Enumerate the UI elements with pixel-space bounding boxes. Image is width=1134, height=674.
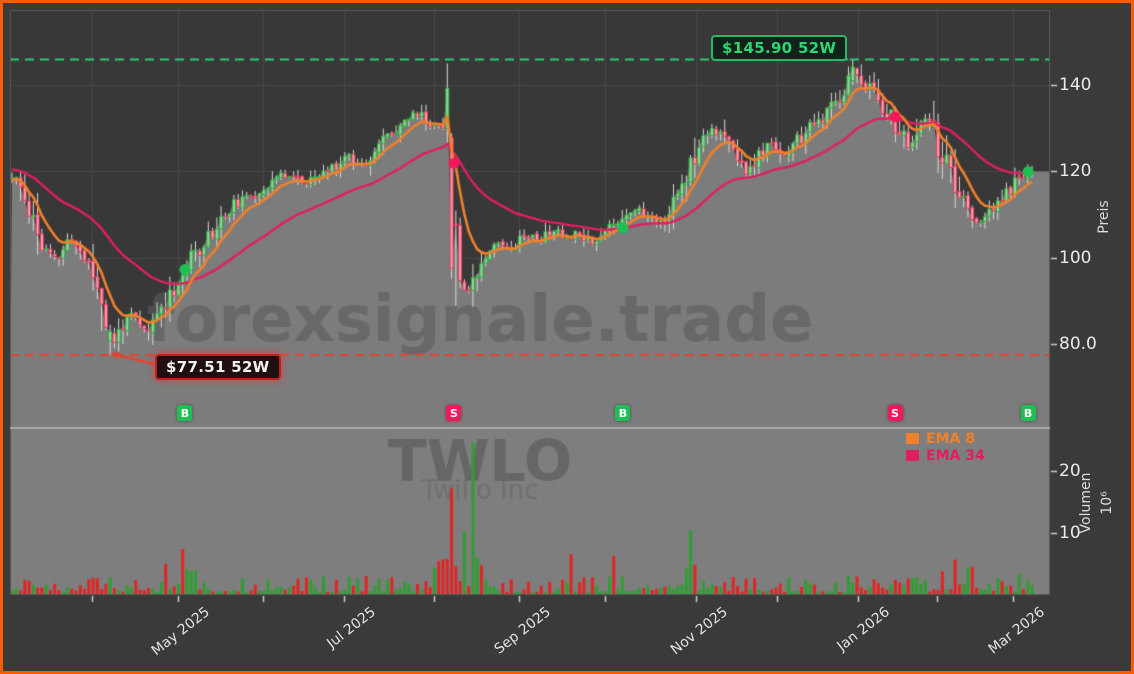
- price-axis-title: Preis: [1096, 200, 1112, 234]
- x-axis-month-label: Jul 2025: [323, 604, 379, 652]
- legend-row-ema8[interactable]: EMA 8: [906, 430, 985, 447]
- sell-signal-badge[interactable]: S: [887, 405, 903, 421]
- legend-row-ema34[interactable]: EMA 34: [906, 447, 985, 464]
- price-tick-label: 80.0: [1059, 334, 1097, 355]
- buy-signal-badge[interactable]: B: [177, 405, 193, 421]
- ema8-swatch-icon: [906, 433, 919, 444]
- volume-tick-label: 20: [1059, 461, 1081, 481]
- buy-signal-badge[interactable]: B: [615, 405, 631, 421]
- ema34-legend-label: EMA 34: [926, 447, 985, 464]
- low-52w-label: $77.51 52W: [155, 354, 281, 380]
- x-axis-month-label: Jan 2026: [834, 604, 893, 655]
- ema-legend: EMA 8 EMA 34: [906, 430, 985, 464]
- high-52w-label: $145.90 52W: [711, 35, 848, 61]
- x-axis-month-label: Nov 2025: [667, 604, 731, 659]
- ema8-legend-label: EMA 8: [926, 430, 975, 447]
- price-tick-label: 120: [1059, 161, 1092, 182]
- buy-signal-badge[interactable]: B: [1020, 405, 1036, 421]
- x-axis-month-label: Sep 2025: [491, 604, 554, 658]
- price-tick-label: 100: [1059, 247, 1092, 268]
- ema34-swatch-icon: [906, 450, 919, 461]
- volume-tick-label: 10: [1059, 523, 1081, 543]
- x-axis-month-label: Mar 2026: [985, 604, 1048, 658]
- x-axis-month-label: May 2025: [148, 604, 213, 660]
- sell-signal-badge[interactable]: S: [446, 405, 462, 421]
- price-tick-label: 140: [1059, 75, 1092, 95]
- volume-axis-exponent: 10⁶: [1099, 491, 1115, 515]
